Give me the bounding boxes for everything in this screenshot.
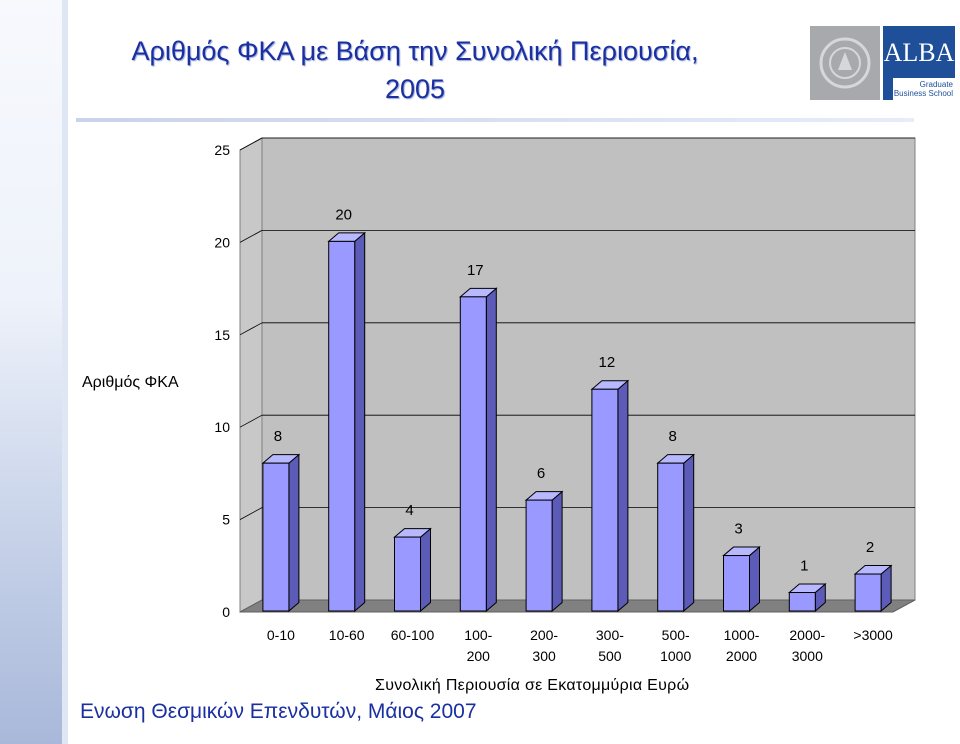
slide-footer: Ενωση Θεσμικών Επενδυτών, Μάιος 2007 bbox=[80, 700, 477, 723]
gridline-side bbox=[239, 507, 263, 520]
bar-side-face bbox=[617, 379, 629, 613]
title-divider bbox=[76, 118, 914, 122]
bar bbox=[459, 296, 487, 612]
x-tick-label: 300- 500 bbox=[596, 627, 624, 664]
data-label: 20 bbox=[335, 206, 352, 223]
bar-side-face bbox=[551, 490, 563, 613]
bar-side-face bbox=[749, 545, 760, 613]
alba-logo-text: ALBA bbox=[883, 38, 955, 67]
alba-logo-subtitle-line2: Business School bbox=[893, 89, 953, 98]
university-seal-logo bbox=[810, 26, 880, 100]
alba-logo: ALBA Graduate Business School bbox=[883, 26, 955, 100]
x-tick-label-line: 100- bbox=[464, 627, 492, 643]
slide-decor-stripe-edge bbox=[62, 0, 68, 744]
bar bbox=[723, 555, 750, 612]
y-axis-label: Αριθμός ΦΚΑ bbox=[82, 374, 179, 391]
x-tick-label-line: 1000- bbox=[724, 627, 760, 643]
x-tick-label: 10-60 bbox=[329, 627, 365, 643]
x-tick-label-line: 1000 bbox=[660, 648, 691, 664]
y-tick-label: 5 bbox=[222, 512, 230, 528]
bar bbox=[591, 388, 619, 612]
x-tick-label-line: 500 bbox=[598, 648, 622, 664]
x-tick-label-line: 300- bbox=[596, 627, 624, 643]
y-tick-label: 0 bbox=[222, 604, 230, 620]
x-tick-label-line: 300 bbox=[532, 648, 556, 664]
x-tick-label: 60-100 bbox=[391, 627, 435, 643]
data-label: 8 bbox=[274, 428, 282, 445]
x-tick-label-line: 2000- bbox=[789, 627, 825, 643]
bar-side-face bbox=[485, 287, 497, 613]
data-label: 1 bbox=[800, 558, 808, 575]
bar bbox=[657, 462, 685, 612]
bar-side-face bbox=[288, 453, 300, 613]
x-tick-label-line: >3000 bbox=[853, 627, 893, 643]
y-tick-label: 10 bbox=[214, 419, 230, 435]
slide-title-line2: 2005 bbox=[384, 74, 446, 104]
x-tick-label-line: 2000 bbox=[726, 648, 757, 664]
gridline-side bbox=[239, 414, 263, 428]
x-tick-label-line: 200 bbox=[467, 648, 491, 664]
x-tick-label-line: 0-10 bbox=[267, 627, 295, 643]
bar bbox=[788, 592, 816, 612]
bar-side-face bbox=[354, 231, 366, 613]
y-tick-label: 15 bbox=[214, 327, 230, 343]
data-label: 4 bbox=[405, 502, 413, 519]
data-label: 17 bbox=[467, 262, 484, 279]
x-axis-label: Συνολική Περιουσία σε Εκατομμύρια Ευρώ bbox=[375, 677, 690, 694]
y-tick-label: 25 bbox=[214, 142, 230, 158]
bar bbox=[262, 462, 290, 612]
x-tick-label: 2000- 3000 bbox=[789, 627, 825, 664]
x-tick-label: 500- 1000 bbox=[660, 627, 691, 664]
bar-side-face bbox=[683, 453, 695, 613]
bar bbox=[854, 573, 882, 612]
gridline-side bbox=[239, 137, 263, 151]
x-tick-label-line: 3000 bbox=[792, 648, 823, 664]
data-label: 3 bbox=[734, 521, 742, 538]
data-label: 8 bbox=[669, 428, 677, 445]
x-tick-label-line: 200- bbox=[530, 627, 558, 643]
data-label: 6 bbox=[537, 465, 545, 482]
y-tick-label: 20 bbox=[214, 234, 230, 250]
x-tick-label: 0-10 bbox=[267, 627, 295, 643]
x-tick-label: 100- 200 bbox=[464, 627, 492, 664]
x-tick-label-line: 10-60 bbox=[329, 627, 365, 643]
x-tick-label: 200- 300 bbox=[530, 627, 558, 664]
plot-back-wall bbox=[261, 137, 916, 601]
slide-decor-stripe bbox=[0, 0, 62, 744]
gridline-side bbox=[239, 322, 263, 336]
alba-logo-subtitle: Graduate Business School bbox=[893, 78, 955, 100]
x-tick-label-line: 60-100 bbox=[391, 627, 435, 643]
gridline-side bbox=[239, 230, 263, 243]
plot-side-wall bbox=[239, 137, 263, 613]
data-label: 2 bbox=[866, 539, 874, 556]
x-tick-label: >3000 bbox=[853, 627, 893, 643]
alba-logo-subtitle-line1: Graduate bbox=[919, 80, 953, 89]
bar bbox=[525, 499, 553, 612]
x-tick-label: 1000- 2000 bbox=[724, 627, 760, 664]
bar bbox=[328, 240, 356, 612]
slide-title-line1: Αριθμός ΦΚΑ με Βάση την Συνολική Περιουσ… bbox=[131, 36, 699, 66]
x-tick-label-line: 500- bbox=[662, 627, 690, 643]
bar bbox=[394, 536, 421, 612]
bar-side-face bbox=[420, 527, 431, 613]
data-label: 12 bbox=[599, 354, 616, 371]
